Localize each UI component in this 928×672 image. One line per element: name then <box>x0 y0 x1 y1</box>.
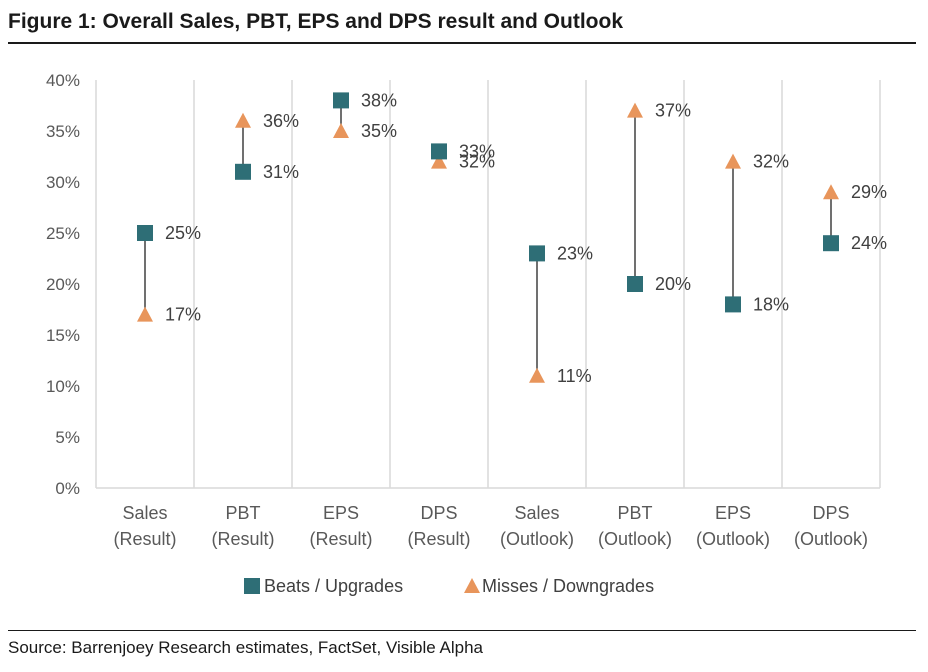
miss-data-label: 32% <box>459 152 495 172</box>
beat-data-label: 31% <box>263 162 299 182</box>
miss-data-label: 11% <box>557 366 592 386</box>
y-tick-label: 40% <box>46 71 80 90</box>
beat-data-label: 25% <box>165 223 201 243</box>
x-category-label: (Outlook) <box>500 529 574 549</box>
beat-data-label: 33% <box>459 141 495 161</box>
x-category-label: Sales <box>122 503 167 523</box>
miss-marker <box>137 306 153 322</box>
x-category-label: PBT <box>617 503 652 523</box>
miss-marker <box>431 153 447 169</box>
source-note: Source: Barrenjoey Research estimates, F… <box>8 638 483 657</box>
miss-data-label: 32% <box>753 152 789 172</box>
dumbbell-chart: 0% 5% 10% 15% 20% 25% 30% 35% 40% Sales (Result) PB… <box>46 71 887 596</box>
miss-marker <box>627 102 643 118</box>
y-tick-label: 0% <box>55 479 80 498</box>
miss-data-label: 17% <box>165 305 201 325</box>
miss-data-label: 36% <box>263 111 299 131</box>
beat-marker <box>333 92 349 109</box>
source-rule <box>8 630 916 631</box>
x-category-label: (Result) <box>211 529 274 549</box>
x-category-label: (Outlook) <box>696 529 770 549</box>
miss-marker <box>725 153 741 169</box>
beat-marker <box>823 235 839 252</box>
beat-data-label: 20% <box>655 274 691 294</box>
y-tick-label: 20% <box>46 275 80 294</box>
title-rule <box>8 42 916 44</box>
miss-data-label: 37% <box>655 101 691 121</box>
x-category-label: (Outlook) <box>794 529 868 549</box>
miss-marker <box>823 184 839 200</box>
legend-miss-marker <box>464 578 480 593</box>
legend-beat-marker <box>244 578 260 594</box>
x-category-label: (Outlook) <box>598 529 672 549</box>
beat-marker <box>235 163 251 180</box>
beat-data-label: 18% <box>753 294 789 314</box>
beat-marker <box>627 276 643 292</box>
beat-data-label: 38% <box>361 90 397 110</box>
y-tick-label: 10% <box>46 377 80 396</box>
x-category-label: EPS <box>323 503 359 523</box>
y-tick-label: 5% <box>55 428 80 447</box>
x-category-label: Sales <box>514 503 559 523</box>
beat-marker <box>725 296 741 313</box>
legend-beat-label: Beats / Upgrades <box>264 576 403 596</box>
y-tick-label: 35% <box>46 122 80 141</box>
beat-marker <box>529 245 545 262</box>
x-category-label: (Result) <box>309 529 372 549</box>
beat-data-label: 23% <box>557 243 593 263</box>
y-tick-label: 30% <box>46 173 80 192</box>
miss-marker <box>529 367 545 383</box>
x-category-label: DPS <box>812 503 849 523</box>
y-tick-label: 25% <box>46 224 80 243</box>
miss-data-label: 29% <box>851 182 887 202</box>
miss-data-label: 35% <box>361 121 397 141</box>
x-category-label: (Result) <box>407 529 470 549</box>
legend-miss-label: Misses / Downgrades <box>482 576 654 596</box>
beat-data-label: 24% <box>851 233 887 253</box>
x-category-label: DPS <box>420 503 457 523</box>
x-category-label: (Result) <box>113 529 176 549</box>
x-category-label: EPS <box>715 503 751 523</box>
miss-marker <box>333 123 349 138</box>
beat-marker <box>431 143 447 160</box>
miss-marker <box>235 112 251 128</box>
x-category-label: PBT <box>225 503 260 523</box>
y-tick-label: 15% <box>46 326 80 345</box>
beat-marker <box>137 225 153 241</box>
figure-title: Figure 1: Overall Sales, PBT, EPS and DP… <box>8 10 623 33</box>
